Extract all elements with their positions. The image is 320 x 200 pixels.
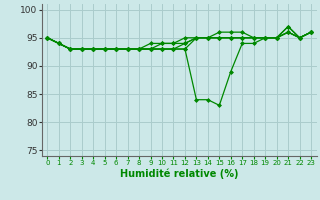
X-axis label: Humidité relative (%): Humidité relative (%): [120, 169, 238, 179]
